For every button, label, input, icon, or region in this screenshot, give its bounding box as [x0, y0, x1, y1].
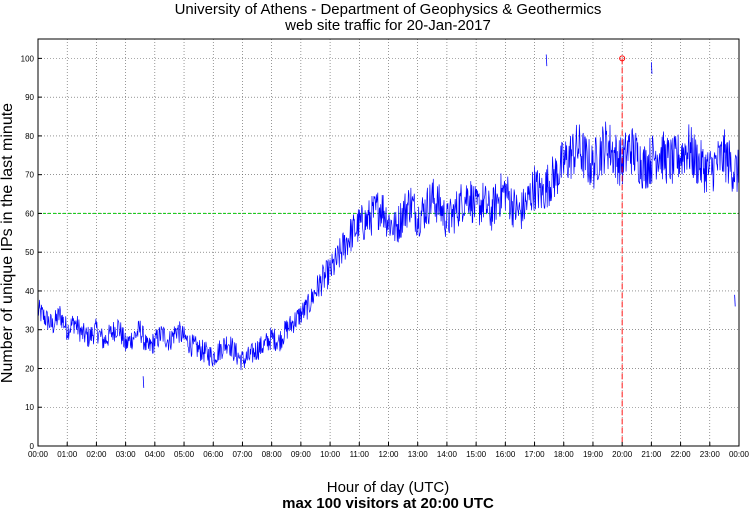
y-tick-label: 100 — [21, 54, 35, 63]
x-tick-label: 11:00 — [350, 450, 370, 459]
y-tick-label: 40 — [25, 287, 34, 296]
series-layer — [37, 54, 740, 388]
x-tick-label: 22:00 — [671, 450, 692, 459]
x-tick-label: 16:00 — [495, 450, 516, 459]
x-tick-label: 18:00 — [554, 450, 575, 459]
y-tick-label: 70 — [25, 171, 34, 180]
x-tick-label: 06:00 — [203, 450, 224, 459]
x-tick-label: 01:00 — [57, 450, 78, 459]
max-marker-point — [619, 55, 626, 62]
x-tick-label: 09:00 — [291, 450, 312, 459]
y-tick-label: 90 — [25, 93, 34, 102]
x-axis-label: Hour of day (UTC) — [327, 479, 450, 496]
x-tick-label: 05:00 — [174, 450, 195, 459]
x-tick-label: 19:00 — [583, 450, 604, 459]
y-axis-label: Number of unique IPs in the last minute — [0, 103, 16, 383]
x-tick-label: 14:00 — [437, 450, 458, 459]
y-tick-label: 80 — [25, 132, 34, 141]
x-tick-label: 10:00 — [320, 450, 341, 459]
y-tick-label: 10 — [25, 403, 34, 412]
max-marker-layer — [619, 55, 626, 446]
grid — [38, 39, 739, 446]
y-tick-label: 20 — [25, 364, 34, 373]
x-tick-label: 13:00 — [408, 450, 429, 459]
chart-title-line2: web site traffic for 20-Jan-2017 — [284, 17, 491, 34]
y-tick-label: 30 — [25, 326, 34, 335]
x-tick-label: 23:00 — [700, 450, 721, 459]
x-tick-label: 20:00 — [612, 450, 633, 459]
x-tick-label: 21:00 — [641, 450, 662, 459]
x-tick-label: 02:00 — [86, 450, 107, 459]
series-extreme-sample — [142, 376, 145, 388]
x-tick-label: 00:00 — [28, 450, 49, 459]
x-tick-label: 08:00 — [262, 450, 283, 459]
chart-title-line1: University of Athens - Department of Geo… — [175, 1, 602, 18]
series-extreme-sample — [734, 294, 736, 307]
series-line — [37, 121, 740, 371]
y-axis-ticks: 0 10 20 30 40 50 60 70 80 90 100 — [21, 54, 42, 451]
x-tick-label: 00:00 — [729, 450, 750, 459]
x-tick-label: 07:00 — [232, 450, 253, 459]
x-tick-label: 04:00 — [145, 450, 166, 459]
series-extreme-sample — [545, 54, 548, 67]
x-tick-label: 03:00 — [116, 450, 137, 459]
series-extreme-sample — [650, 62, 653, 74]
x-tick-label: 15:00 — [466, 450, 487, 459]
y-tick-label: 0 — [30, 442, 35, 451]
x-axis-ticks: 00:00 01:00 02:00 03:00 04:00 05:00 06:00 07:00… — [28, 442, 750, 459]
y-tick-label: 60 — [25, 209, 34, 218]
x-tick-label: 17:00 — [525, 450, 546, 459]
y-tick-label: 50 — [25, 248, 34, 257]
x-tick-label: 12:00 — [378, 450, 399, 459]
chart-subtitle: max 100 visitors at 20:00 UTC — [282, 495, 494, 511]
